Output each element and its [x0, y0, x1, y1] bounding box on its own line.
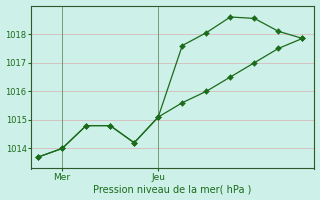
X-axis label: Pression niveau de la mer( hPa ): Pression niveau de la mer( hPa ): [93, 184, 252, 194]
